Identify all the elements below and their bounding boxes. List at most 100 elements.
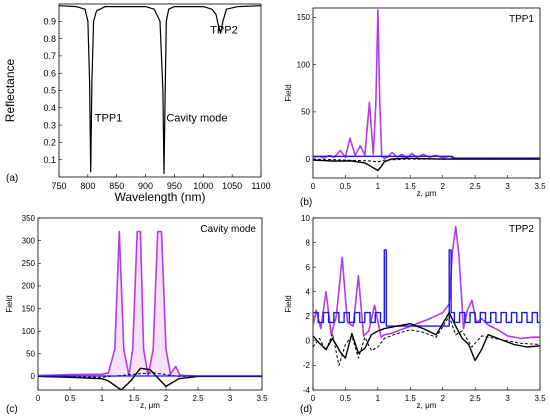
x-tick-label: 750 <box>51 181 66 191</box>
x-tick-label: 850 <box>109 181 124 191</box>
chart-panel-2: 0 0.5 1 1.5 2 2.5 3 3.5 0 50 100 150 200 250 300 350 z, … <box>5 214 268 415</box>
x-tick-label: 0.5 <box>340 182 352 191</box>
x-tick-label: 1.5 <box>405 394 417 403</box>
y-tick-label: 0 <box>306 155 311 164</box>
y-tick-label: 0.5 <box>43 86 56 96</box>
x-tick-label: 0 <box>311 182 316 191</box>
panel-letter: (b) <box>300 197 312 208</box>
x-tick-label: 1 <box>376 182 381 191</box>
x-tick-label: 3.5 <box>256 394 268 403</box>
y-tick-label: 250 <box>22 259 36 268</box>
x-tick-label: 0 <box>311 394 316 403</box>
x-tick-label: 3.5 <box>534 182 546 191</box>
x-tick-label: 900 <box>138 181 153 191</box>
x-tick-label: 2.5 <box>470 182 482 191</box>
x-tick-label: 1 <box>100 394 105 403</box>
x-tick-label: 3 <box>505 182 510 191</box>
y-tick-label: 0.1 <box>43 155 56 165</box>
x-axis-label: z, μm <box>417 189 437 198</box>
y-tick-label: 8 <box>306 238 311 247</box>
y-tick-label: 0 <box>306 337 311 346</box>
series-line-0 <box>59 5 261 175</box>
y-tick-label: 150 <box>297 13 311 22</box>
plot-area <box>313 225 540 366</box>
y-axis-label: Field <box>284 84 293 101</box>
x-tick-label: 3 <box>505 394 510 403</box>
x-tick-label: 1000 <box>193 181 213 191</box>
series-line-1 <box>313 155 540 159</box>
panel-letter: (c) <box>6 404 18 415</box>
y-tick-label: 0.9 <box>43 16 56 26</box>
plot-frame <box>312 7 541 179</box>
panel-letter: (a) <box>6 173 18 184</box>
plot-area <box>313 9 540 172</box>
y-tick-label: 0.4 <box>43 103 56 113</box>
y-tick-label: 0.7 <box>43 51 56 61</box>
plot-area <box>59 5 261 175</box>
x-axis-label: z, μm <box>417 401 437 410</box>
y-tick-label: 6 <box>306 263 311 272</box>
panel-title: TPP1 <box>509 14 534 25</box>
y-tick-label: -4 <box>303 386 311 395</box>
annotation-label: TPP1 <box>95 113 123 125</box>
y-tick-label: 2 <box>306 312 311 321</box>
y-tick-label: 0.2 <box>43 138 56 148</box>
x-tick-label: 2 <box>164 394 169 403</box>
y-tick-label: 0.8 <box>43 34 56 44</box>
series-line-3 <box>313 158 540 163</box>
panel-title: Cavity mode <box>200 224 256 235</box>
x-axis-label: Wavelength (nm) <box>115 190 206 204</box>
x-tick-label: 3 <box>228 394 233 403</box>
x-tick-label: 1.5 <box>128 394 140 403</box>
series-line-1 <box>38 367 262 390</box>
y-tick-label: 300 <box>22 236 36 245</box>
series-line-1 <box>313 249 540 327</box>
x-tick-label: 1 <box>376 394 381 403</box>
y-tick-label: 0 <box>31 372 36 381</box>
x-tick-label: 950 <box>167 181 182 191</box>
chart-panel-1: 0 0.5 1 1.5 2 2.5 3 3.5 0 50 100 150 z, μm Field TPP1 (… <box>284 7 546 208</box>
annotation-label: TPP2 <box>210 24 238 36</box>
chart-panel-3: 0 0.5 1 1.5 2 2.5 3 3.5 -4 -2 0 2 4 6 8 10 z, μm Field TPP… <box>284 214 546 415</box>
x-tick-label: 2.5 <box>192 394 204 403</box>
y-tick-label: 150 <box>22 304 36 313</box>
y-tick-label: 200 <box>22 282 36 291</box>
y-tick-label: 50 <box>26 350 35 359</box>
y-tick-label: -2 <box>303 361 311 370</box>
x-tick-label: 0 <box>36 394 41 403</box>
y-tick-label: 0.3 <box>43 120 56 130</box>
chart-panel-0: 750 800 850 900 950 1000 1050 1100 0.1 0.2 0.3 0.4 0… <box>3 3 271 204</box>
x-axis-label: z, μm <box>140 401 160 410</box>
x-tick-label: 2.5 <box>470 394 482 403</box>
y-tick-label: 350 <box>22 214 36 223</box>
series-envelope <box>38 231 262 377</box>
x-tick-label: 800 <box>80 181 95 191</box>
y-tick-label: 100 <box>22 327 36 336</box>
series-line-0 <box>38 230 262 377</box>
y-tick-label: 0.6 <box>43 68 56 78</box>
y-tick-label: 50 <box>301 108 310 117</box>
y-axis-label: Field <box>284 295 293 312</box>
panel-title: TPP2 <box>509 224 534 235</box>
x-tick-label: 3.5 <box>534 394 546 403</box>
x-tick-label: 1100 <box>251 181 270 191</box>
plot-frame <box>312 217 541 391</box>
plot-frame <box>37 217 263 391</box>
x-tick-label: 2 <box>440 394 445 403</box>
y-tick-label: 100 <box>297 60 311 69</box>
y-axis-label: Reflectance <box>3 58 17 122</box>
annotation-label: Cavity mode <box>166 113 227 125</box>
x-tick-label: 2 <box>440 182 445 191</box>
plot-area <box>38 230 262 390</box>
y-tick-label: 4 <box>306 288 311 297</box>
y-tick-label: 10 <box>301 214 310 223</box>
panel-letter: (d) <box>300 404 312 415</box>
x-tick-label: 0.5 <box>340 394 352 403</box>
series-line-3 <box>313 315 540 366</box>
series-line-0 <box>313 225 540 340</box>
y-axis-label: Field <box>5 295 14 312</box>
x-tick-label: 1050 <box>222 181 242 191</box>
series-line-2 <box>313 157 540 172</box>
x-tick-label: 0.5 <box>64 394 76 403</box>
